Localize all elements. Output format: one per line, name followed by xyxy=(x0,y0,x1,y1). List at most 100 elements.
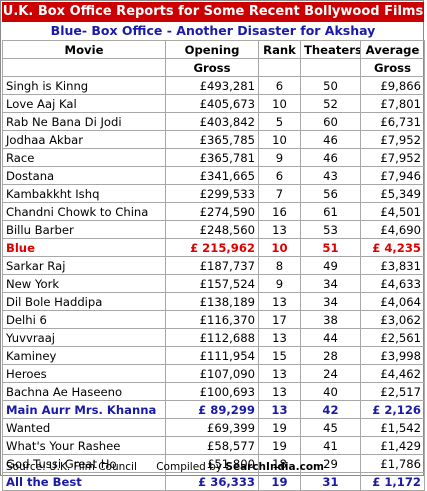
cell-average-gross: £9,866 xyxy=(360,76,425,95)
cell-average-gross: £4,501 xyxy=(360,202,425,221)
cell-opening-gross: £274,590 xyxy=(165,202,259,221)
table-row: Yuvvraaj £112,688 13 44 £2,561 xyxy=(2,328,425,347)
cell-average-gross: £4,462 xyxy=(360,364,425,383)
header-movie: Movie xyxy=(2,40,166,59)
cell-rank: 13 xyxy=(258,364,301,383)
header-blank-movie xyxy=(2,58,166,77)
cell-rank: 13 xyxy=(258,400,301,419)
table-row: Main Aurr Mrs. Khanna £ 89,299 13 42 £ 2,126 xyxy=(2,400,425,419)
cell-opening-gross: £405,673 xyxy=(165,94,259,113)
cell-rank: 10 xyxy=(258,94,301,113)
cell-opening-gross: £100,693 xyxy=(165,382,259,401)
cell-opening-gross: £341,665 xyxy=(165,166,259,185)
cell-opening-gross: £187,737 xyxy=(165,256,259,275)
cell-rank: 19 xyxy=(258,418,301,437)
cell-theaters: 40 xyxy=(300,382,361,401)
cell-average-gross: £4,064 xyxy=(360,292,425,311)
cell-average-gross: £3,831 xyxy=(360,256,425,275)
cell-average-gross: £ 2,126 xyxy=(360,400,425,419)
table-row: What's Your Rashee £58,577 19 41 £1,429 xyxy=(2,436,425,455)
cell-rank: 19 xyxy=(258,436,301,455)
cell-average-gross: £1,542 xyxy=(360,418,425,437)
cell-opening-gross: £69,399 xyxy=(165,418,259,437)
table-header: Movie Opening Rank Theaters Average Gros… xyxy=(2,40,425,77)
cell-opening-gross: £248,560 xyxy=(165,220,259,239)
cell-theaters: 51 xyxy=(300,238,361,257)
cell-average-gross: £3,062 xyxy=(360,310,425,329)
cell-average-gross: £6,731 xyxy=(360,112,425,131)
cell-opening-gross: £403,842 xyxy=(165,112,259,131)
cell-theaters: 52 xyxy=(300,94,361,113)
cell-theaters: 41 xyxy=(300,436,361,455)
cell-average-gross: £7,801 xyxy=(360,94,425,113)
cell-movie: Kaminey xyxy=(2,346,166,365)
table-row: Wanted £69,399 19 45 £1,542 xyxy=(2,418,425,437)
cell-movie: Sarkar Raj xyxy=(2,256,166,275)
table-row: Race £365,781 9 46 £7,952 xyxy=(2,148,425,167)
cell-rank: 5 xyxy=(258,112,301,131)
cell-movie: Heroes xyxy=(2,364,166,383)
table-row: Chandni Chowk to China £274,590 16 61 £4,501 xyxy=(2,202,425,221)
cell-theaters: 28 xyxy=(300,346,361,365)
cell-theaters: 44 xyxy=(300,328,361,347)
cell-average-gross: £4,633 xyxy=(360,274,425,293)
cell-average-gross: £7,946 xyxy=(360,166,425,185)
cell-theaters: 34 xyxy=(300,292,361,311)
cell-movie: Dostana xyxy=(2,166,166,185)
table-row: Jodhaa Akbar £365,785 10 46 £7,952 xyxy=(2,130,425,149)
cell-rank: 10 xyxy=(258,130,301,149)
cell-opening-gross: £138,189 xyxy=(165,292,259,311)
cell-opening-gross: £ 89,299 xyxy=(165,400,259,419)
cell-rank: 15 xyxy=(258,346,301,365)
cell-rank: 17 xyxy=(258,310,301,329)
cell-opening-gross: £111,954 xyxy=(165,346,259,365)
cell-theaters: 50 xyxy=(300,76,361,95)
cell-movie: Chandni Chowk to China xyxy=(2,202,166,221)
cell-average-gross: £7,952 xyxy=(360,130,425,149)
cell-opening-gross: £299,533 xyxy=(165,184,259,203)
box-office-table: Movie Opening Rank Theaters Average Gros… xyxy=(2,40,425,491)
table-row: Blue £ 215,962 10 51 £ 4,235 xyxy=(2,238,425,257)
cell-movie: Race xyxy=(2,148,166,167)
cell-movie: Wanted xyxy=(2,418,166,437)
cell-rank: 13 xyxy=(258,382,301,401)
header-opening: Opening xyxy=(165,40,259,59)
table-row: Kaminey £111,954 15 28 £3,998 xyxy=(2,346,425,365)
cell-movie: Delhi 6 xyxy=(2,310,166,329)
header-average: Average xyxy=(360,40,425,59)
header-average-gross: Gross xyxy=(360,58,425,77)
cell-rank: 13 xyxy=(258,292,301,311)
table-row: Dil Bole Haddipa £138,189 13 34 £4,064 xyxy=(2,292,425,311)
cell-movie: Main Aurr Mrs. Khanna xyxy=(2,400,166,419)
cell-theaters: 46 xyxy=(300,148,361,167)
cell-movie: Dil Bole Haddipa xyxy=(2,292,166,311)
cell-opening-gross: £365,785 xyxy=(165,130,259,149)
cell-rank: 6 xyxy=(258,166,301,185)
header-blank-theaters xyxy=(300,58,361,77)
cell-theaters: 53 xyxy=(300,220,361,239)
cell-theaters: 34 xyxy=(300,274,361,293)
header-blank-rank xyxy=(258,58,301,77)
table-row: Rab Ne Bana Di Jodi £403,842 5 60 £6,731 xyxy=(2,112,425,131)
cell-movie: Singh is Kinng xyxy=(2,76,166,95)
cell-theaters: 45 xyxy=(300,418,361,437)
table-row: Sarkar Raj £187,737 8 49 £3,831 xyxy=(2,256,425,275)
cell-theaters: 38 xyxy=(300,310,361,329)
cell-movie: New York xyxy=(2,274,166,293)
cell-rank: 6 xyxy=(258,76,301,95)
cell-theaters: 42 xyxy=(300,400,361,419)
table-row: Dostana £341,665 6 43 £7,946 xyxy=(2,166,425,185)
table-row: Singh is Kinng £493,281 6 50 £9,866 xyxy=(2,76,425,95)
cell-rank: 16 xyxy=(258,202,301,221)
cell-average-gross: £2,517 xyxy=(360,382,425,401)
table-row: Kambakkht Ishq £299,533 7 56 £5,349 xyxy=(2,184,425,203)
cell-rank: 10 xyxy=(258,238,301,257)
cell-theaters: 49 xyxy=(300,256,361,275)
cell-rank: 13 xyxy=(258,328,301,347)
table-row: Love Aaj Kal £405,673 10 52 £7,801 xyxy=(2,94,425,113)
cell-theaters: 60 xyxy=(300,112,361,131)
table-row: Bachna Ae Haseeno £100,693 13 40 £2,517 xyxy=(2,382,425,401)
header-row-2: Gross Gross xyxy=(2,58,425,77)
cell-movie: Billu Barber xyxy=(2,220,166,239)
